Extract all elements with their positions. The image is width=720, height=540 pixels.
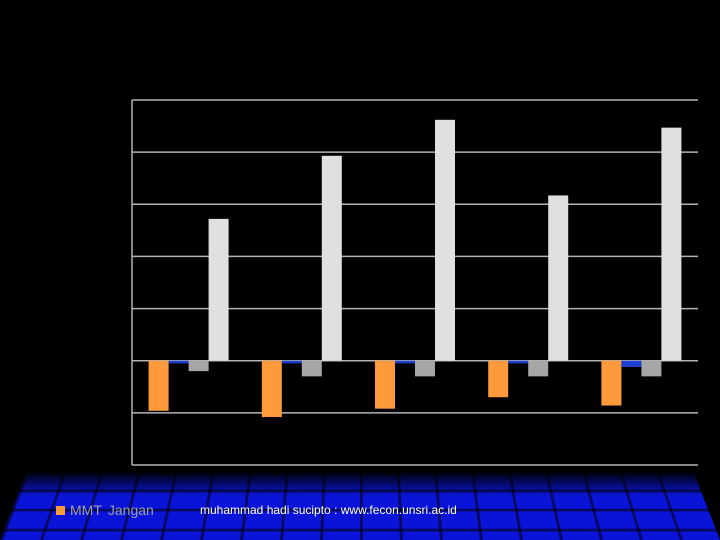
bar-series-4-cat-1 [209,219,229,361]
bar-series-1-cat-3 [375,361,395,409]
bar-series-2-cat-1 [169,361,189,364]
legend: MMT Jangan [56,500,154,520]
legend-swatch-orange [56,506,65,515]
bar-series-2-cat-2 [282,361,302,364]
legend-label: Jangan [108,502,154,518]
bar-series-1-cat-1 [149,361,169,411]
bar-series-3-cat-1 [189,361,209,371]
bar-series-2-cat-4 [508,361,528,364]
bar-series-1-cat-5 [601,361,621,406]
legend-item-mmt: MMT [56,502,102,518]
bar-series-4-cat-4 [548,195,568,360]
bar-series-1-cat-2 [262,361,282,417]
bar-series-3-cat-5 [641,361,661,377]
bar-series-3-cat-4 [528,361,548,377]
bar-series-1-cat-4 [488,361,508,398]
bar-series-4-cat-3 [435,120,455,361]
credit-text: muhammad hadi sucipto : www.fecon.unsri.… [200,503,457,517]
bar-series-2-cat-3 [395,361,415,364]
bar-series-4-cat-5 [661,128,681,361]
bar-series-4-cat-2 [322,156,342,361]
bar-series-2-cat-5 [621,361,641,367]
bar-series-3-cat-3 [415,361,435,377]
legend-item-jangan: Jangan [108,502,154,518]
legend-label: MMT [70,502,102,518]
bars [149,120,682,417]
bar-series-3-cat-2 [302,361,322,377]
